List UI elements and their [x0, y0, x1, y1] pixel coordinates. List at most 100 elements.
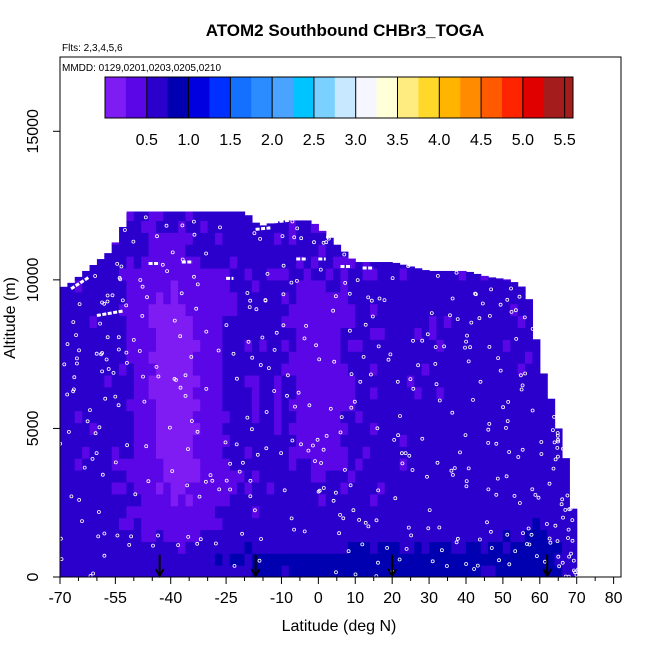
- heatmap-cell: [429, 339, 438, 352]
- heatmap-cell: [451, 327, 460, 340]
- sample-point: [306, 448, 311, 453]
- heatmap-cell: [259, 327, 268, 340]
- heatmap-cell: [60, 410, 68, 424]
- heatmap-cell: [443, 303, 452, 317]
- heatmap-cell: [281, 339, 290, 352]
- heatmap-cell: [525, 458, 534, 471]
- heatmap-cell: [296, 565, 305, 577]
- heatmap-cell: [399, 553, 408, 566]
- heatmap-cell: [207, 303, 216, 317]
- heatmap-cell: [266, 434, 275, 447]
- heatmap-cell: [237, 374, 246, 388]
- heatmap-cell: [333, 529, 342, 542]
- heatmap-cell: [547, 458, 556, 471]
- heatmap-cell: [119, 279, 128, 293]
- heatmap-cell: [554, 481, 563, 495]
- sample-point: [366, 295, 371, 300]
- sample-point: [282, 488, 287, 493]
- colorbar-tick-label: 1.5: [219, 132, 241, 149]
- heatmap-cell: [222, 553, 231, 566]
- heatmap-cell: [266, 267, 275, 281]
- heatmap-cell: [207, 339, 216, 352]
- heatmap-cell: [377, 410, 386, 424]
- heatmap-cell: [318, 351, 327, 364]
- heatmap-cell: [251, 374, 260, 388]
- heatmap-cell: [222, 410, 231, 424]
- heatmap-cell: [251, 386, 260, 400]
- heatmap-cell: [288, 529, 297, 542]
- sample-point: [343, 280, 348, 285]
- heatmap-cell: [185, 434, 194, 447]
- heatmap-cell: [215, 256, 223, 269]
- sample-point: [569, 551, 573, 556]
- heatmap-cell: [443, 410, 452, 424]
- sample-point: [570, 518, 575, 522]
- heatmap-cell: [163, 303, 172, 317]
- heatmap-cell: [163, 398, 172, 412]
- heatmap-cell: [281, 386, 290, 400]
- heatmap-cell: [318, 374, 327, 388]
- heatmap-cell: [458, 410, 467, 424]
- heatmap-cell: [60, 541, 68, 554]
- heatmap-cell: [82, 422, 91, 435]
- sample-point: [561, 515, 565, 520]
- heatmap-cell: [141, 422, 150, 435]
- heatmap-cell: [244, 303, 253, 317]
- sample-point: [228, 461, 233, 466]
- heatmap-cell: [458, 374, 467, 388]
- heatmap-cell: [406, 517, 415, 531]
- sample-point: [517, 294, 522, 299]
- heatmap-cell: [74, 410, 83, 424]
- sample-point: [264, 410, 269, 414]
- heatmap-cell: [429, 493, 438, 507]
- heatmap-cell: [539, 481, 548, 495]
- heatmap-cell: [502, 339, 511, 352]
- heatmap-cell: [355, 553, 364, 566]
- heatmap-cell: [178, 422, 187, 435]
- heatmap-cell: [547, 517, 556, 531]
- heatmap-cell: [318, 517, 327, 531]
- sample-point: [289, 280, 294, 285]
- heatmap-cell: [200, 351, 209, 364]
- heatmap-cell: [207, 446, 216, 459]
- sample-point: [480, 301, 485, 306]
- plot-frame: [59, 56, 622, 578]
- heatmap-cell: [251, 410, 260, 424]
- heatmap-cell: [133, 232, 142, 245]
- heatmap-cell: [310, 256, 319, 269]
- heatmap-cell: [296, 232, 305, 245]
- heatmap-cell: [259, 517, 268, 531]
- heatmap-cell: [244, 363, 253, 376]
- heatmap-cell: [347, 363, 356, 376]
- heatmap-cell: [436, 446, 445, 459]
- sample-point: [346, 549, 351, 554]
- heatmap-cell: [96, 422, 105, 435]
- heatmap-cell: [60, 286, 68, 293]
- heatmap-cell: [96, 481, 105, 495]
- sample-point: [338, 513, 343, 517]
- heatmap-cell: [60, 339, 68, 352]
- heatmap-cell: [178, 470, 187, 483]
- heatmap-cell: [421, 386, 430, 400]
- heatmap-cell: [200, 220, 209, 233]
- heatmap-cell: [259, 232, 268, 245]
- heatmap-cell: [480, 553, 489, 566]
- heatmap-cell: [392, 493, 401, 507]
- heatmap-cell: [60, 565, 68, 577]
- sample-point: [186, 535, 191, 539]
- heatmap-cell: [259, 565, 268, 577]
- heatmap-cell: [155, 267, 164, 281]
- heatmap-cell: [414, 517, 423, 531]
- heatmap-cell: [170, 211, 179, 222]
- heatmap-cell: [192, 291, 201, 305]
- heatmap-cell: [547, 481, 556, 495]
- heatmap-cell: [229, 386, 238, 400]
- heatmap-cell: [414, 481, 423, 495]
- heatmap-cell: [170, 553, 179, 566]
- heatmap-cell: [436, 505, 445, 519]
- heatmap-cell: [517, 422, 526, 435]
- heatmap-cell: [133, 256, 142, 269]
- heatmap-cell: [451, 481, 460, 495]
- heatmap-cell: [119, 422, 128, 435]
- heatmap-cell: [237, 303, 246, 317]
